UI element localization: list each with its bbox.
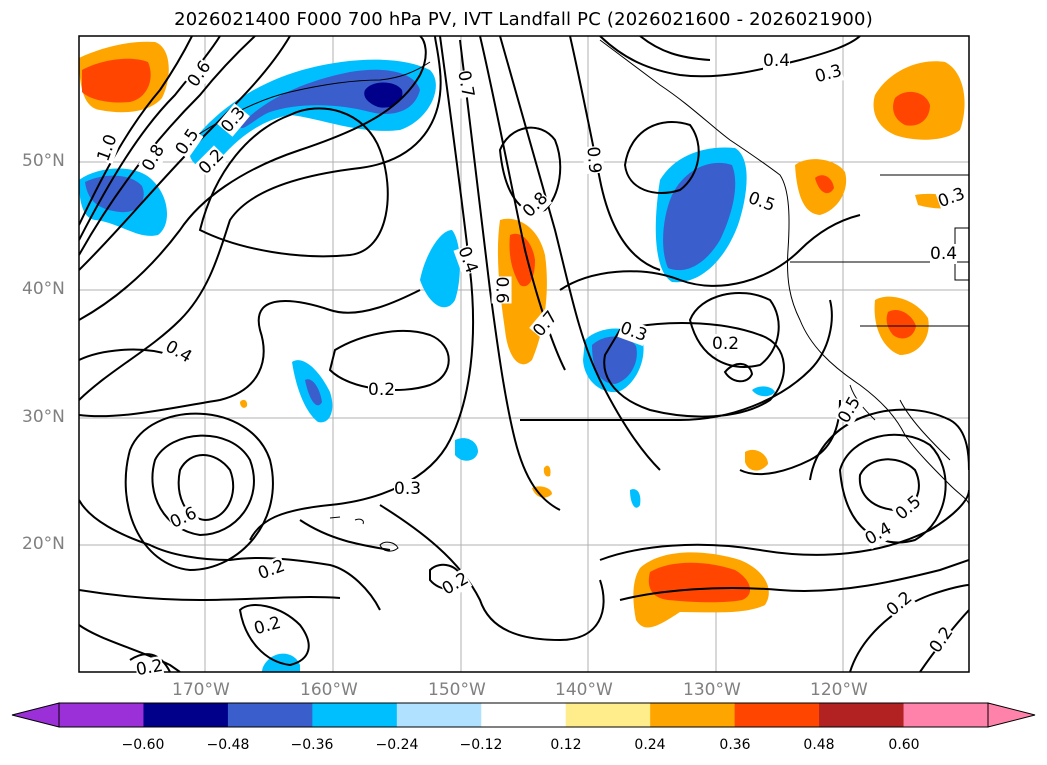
colorbar-bin	[312, 703, 398, 727]
lat-label-50n: 50°N	[22, 151, 65, 171]
lon-label-160w: 160°W	[300, 680, 358, 700]
colorbar-tick: −0.36	[290, 737, 334, 753]
lon-label-170w: 170°W	[172, 680, 230, 700]
colorbar-tick: 0.12	[550, 737, 582, 753]
colorbar-tick: 0.60	[888, 737, 920, 753]
colorbar-bin	[819, 703, 905, 727]
colorbar-bin	[650, 703, 736, 727]
lat-label-40n: 40°N	[22, 279, 65, 299]
colorbar-tick: 0.24	[634, 737, 666, 753]
lon-label-120w: 120°W	[810, 680, 868, 700]
colorbar-tick: 0.48	[803, 737, 835, 753]
colorbar-bin	[903, 703, 989, 727]
colorbar-tick: −0.48	[206, 737, 250, 753]
colorbar-tick: −0.60	[121, 737, 165, 753]
colorbar-bin	[227, 703, 313, 727]
colorbar-extend-high	[988, 703, 1035, 727]
colorbar-bin	[481, 703, 567, 727]
colorbar-tick: −0.12	[459, 737, 503, 753]
lat-label-20n: 20°N	[22, 534, 65, 554]
colorbar-tick: 0.36	[719, 737, 751, 753]
colorbar-tick: −0.24	[375, 737, 419, 753]
colorbar-bin	[143, 703, 229, 727]
lon-label-150w: 150°W	[428, 680, 486, 700]
colorbar-extend-low	[12, 703, 59, 727]
colorbar-bin	[734, 703, 820, 727]
lon-label-140w: 140°W	[555, 680, 613, 700]
lon-label-130w: 130°W	[683, 680, 741, 700]
colorbar-bin	[396, 703, 482, 727]
lat-label-30n: 30°N	[22, 407, 65, 427]
map-title: 2026021400 F000 700 hPa PV, IVT Landfall…	[174, 9, 873, 30]
colorbar-bin	[59, 703, 144, 727]
neg-anomaly-150w	[420, 230, 460, 308]
colorbar-bin	[565, 703, 651, 727]
